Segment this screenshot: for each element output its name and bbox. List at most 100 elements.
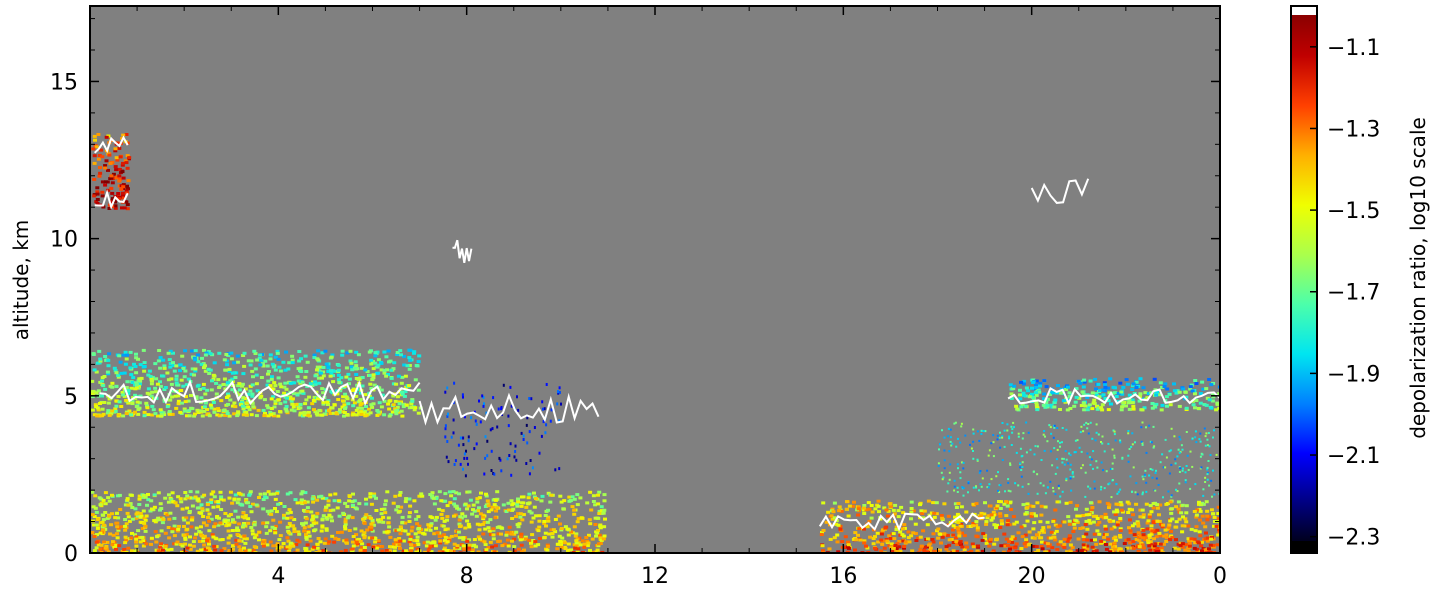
data-cell — [227, 496, 232, 500]
data-cell — [570, 495, 575, 499]
speckle — [1094, 439, 1097, 442]
speckle — [1020, 455, 1023, 458]
data-cell — [1131, 546, 1136, 550]
speckle — [514, 444, 517, 448]
data-cell — [1082, 550, 1087, 553]
speckle — [545, 383, 548, 386]
speckle — [1081, 464, 1084, 467]
data-cell — [206, 367, 211, 371]
speckle — [528, 472, 531, 476]
data-cell — [291, 544, 296, 548]
data-cell — [386, 516, 391, 520]
data-cell — [936, 527, 941, 531]
data-cell — [887, 544, 892, 548]
speckle — [462, 467, 464, 471]
data-cell — [149, 542, 153, 546]
data-cell — [236, 497, 241, 501]
data-cell — [226, 352, 231, 356]
data-cell — [220, 538, 225, 541]
data-cell — [226, 536, 231, 540]
data-cell — [123, 541, 128, 545]
data-cell — [529, 541, 533, 545]
data-cell — [1217, 528, 1220, 532]
data-cell — [158, 384, 163, 388]
data-cell — [946, 514, 951, 518]
speckle — [1200, 466, 1203, 469]
data-cell — [820, 544, 825, 548]
plot-area — [90, 6, 1220, 553]
data-cell — [1031, 504, 1036, 508]
speckle — [1178, 471, 1181, 473]
data-cell — [1106, 399, 1111, 403]
data-cell — [382, 507, 387, 511]
data-cell — [135, 383, 139, 387]
data-cell — [1205, 536, 1210, 540]
data-cell — [410, 398, 415, 402]
data-cell — [278, 369, 283, 373]
data-cell — [116, 395, 121, 398]
data-cell — [579, 516, 584, 520]
data-cell — [304, 547, 309, 551]
data-cell — [367, 536, 372, 540]
data-cell — [286, 550, 291, 553]
speckle — [1204, 444, 1207, 447]
data-cell — [546, 515, 551, 519]
data-cell — [348, 349, 353, 353]
data-cell — [198, 531, 203, 535]
data-cell — [237, 388, 242, 392]
speckle — [445, 455, 448, 459]
speckle — [1079, 431, 1082, 434]
data-cell — [189, 394, 193, 397]
data-cell — [167, 358, 172, 362]
data-cell — [118, 177, 123, 181]
data-cell — [1014, 520, 1019, 524]
data-cell — [263, 492, 267, 496]
data-cell — [100, 407, 105, 411]
data-cell — [469, 544, 474, 548]
data-cell — [593, 503, 598, 507]
data-cell — [407, 356, 412, 360]
data-cell — [246, 521, 251, 525]
data-cell — [406, 532, 411, 536]
data-cell — [1094, 549, 1099, 553]
data-cell — [1169, 529, 1173, 533]
data-cell — [247, 493, 252, 497]
speckle — [949, 463, 952, 466]
data-cell — [434, 526, 438, 530]
speckle — [517, 408, 520, 412]
data-cell — [932, 549, 937, 553]
data-cell — [445, 518, 449, 522]
data-cell — [399, 381, 404, 385]
data-cell — [1034, 401, 1039, 404]
data-cell — [396, 410, 401, 414]
data-cell — [143, 518, 148, 522]
data-cell — [455, 544, 460, 548]
speckle — [533, 426, 536, 429]
data-cell — [179, 500, 184, 504]
data-cell — [96, 408, 101, 412]
data-cell — [1038, 384, 1042, 388]
speckle — [1170, 463, 1173, 466]
data-cell — [252, 545, 257, 549]
data-cell — [111, 172, 116, 176]
data-cell — [1186, 546, 1191, 550]
data-cell — [383, 503, 388, 507]
data-cell — [466, 522, 471, 526]
data-cell — [134, 544, 139, 548]
speckle — [1061, 427, 1064, 429]
data-cell — [448, 501, 453, 505]
data-cell — [836, 523, 841, 527]
data-cell — [471, 503, 476, 507]
data-cell — [345, 397, 350, 401]
data-cell — [292, 530, 297, 533]
data-cell — [172, 524, 177, 528]
data-cell — [232, 361, 237, 365]
data-cell — [423, 550, 428, 553]
data-cell — [1109, 402, 1113, 406]
speckle — [1110, 496, 1113, 499]
data-cell — [850, 504, 855, 508]
data-cell — [237, 545, 242, 549]
data-cell — [92, 177, 97, 181]
data-cell — [991, 510, 996, 514]
speckle — [1093, 487, 1096, 490]
